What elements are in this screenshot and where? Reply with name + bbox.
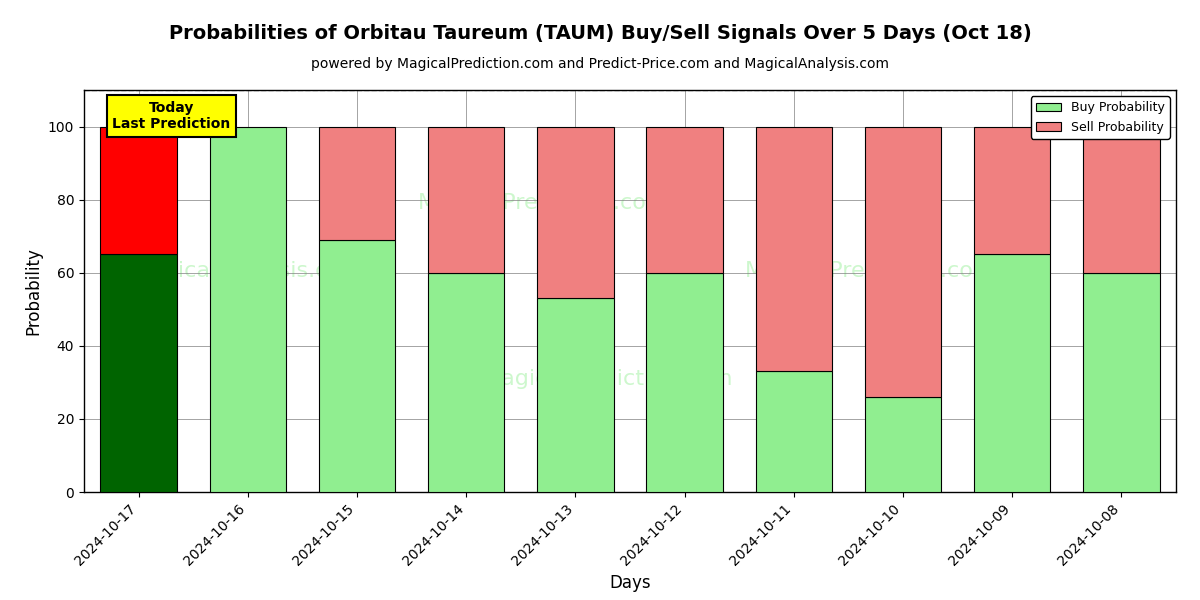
Text: MagicalPrediction.com: MagicalPrediction.com xyxy=(745,261,996,281)
Bar xyxy=(865,127,941,397)
Text: MagicalPrediction.com: MagicalPrediction.com xyxy=(418,193,668,212)
Text: MagicalAnalysis.com: MagicalAnalysis.com xyxy=(132,261,364,281)
Bar xyxy=(210,127,286,492)
Bar xyxy=(647,127,722,273)
Bar xyxy=(538,298,613,492)
Bar xyxy=(428,273,504,492)
Bar xyxy=(974,127,1050,254)
Text: Probabilities of Orbitau Taureum (TAUM) Buy/Sell Signals Over 5 Days (Oct 18): Probabilities of Orbitau Taureum (TAUM) … xyxy=(169,24,1031,43)
Bar xyxy=(1084,127,1159,273)
Y-axis label: Probability: Probability xyxy=(24,247,42,335)
Text: Today
Last Prediction: Today Last Prediction xyxy=(113,101,230,131)
Bar xyxy=(756,371,832,492)
Text: MagicalPrediction.com: MagicalPrediction.com xyxy=(482,370,733,389)
Bar xyxy=(101,127,176,254)
Bar xyxy=(319,240,395,492)
Bar xyxy=(101,254,176,492)
Legend: Buy Probability, Sell Probability: Buy Probability, Sell Probability xyxy=(1031,96,1170,139)
Bar xyxy=(647,273,722,492)
Bar xyxy=(1084,273,1159,492)
X-axis label: Days: Days xyxy=(610,574,650,592)
Bar xyxy=(538,127,613,298)
Bar xyxy=(974,254,1050,492)
Bar xyxy=(756,127,832,371)
Bar xyxy=(319,127,395,240)
Bar xyxy=(865,397,941,492)
Text: powered by MagicalPrediction.com and Predict-Price.com and MagicalAnalysis.com: powered by MagicalPrediction.com and Pre… xyxy=(311,57,889,71)
Bar xyxy=(428,127,504,273)
